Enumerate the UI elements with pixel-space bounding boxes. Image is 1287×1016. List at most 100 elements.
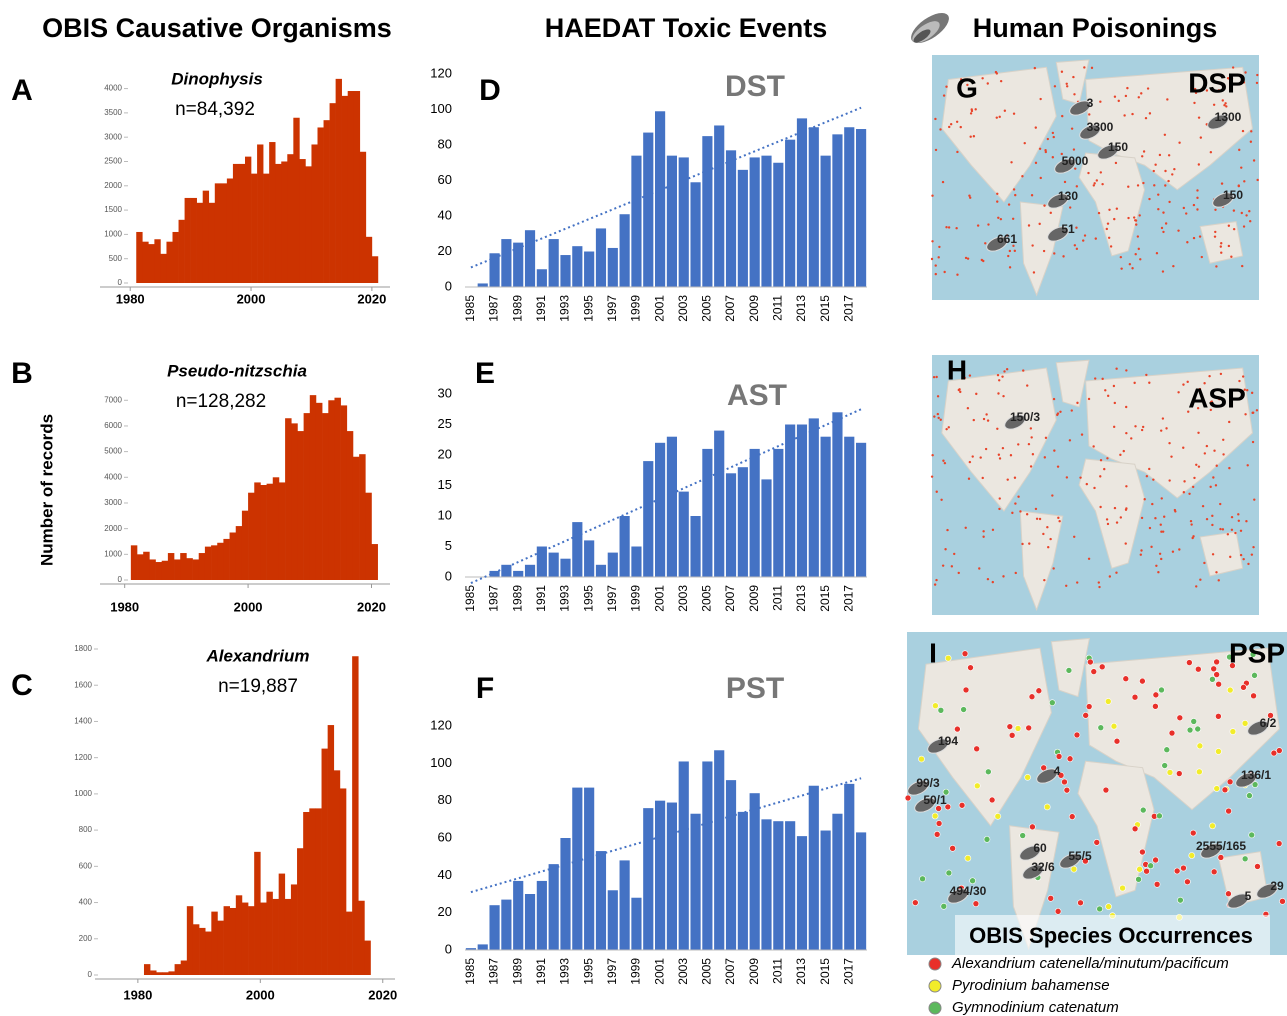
histogram-bar [211, 545, 217, 580]
occurrence-dot [948, 126, 950, 128]
histogram-bar [285, 418, 291, 580]
histogram-bar [209, 203, 215, 283]
occurrence-dot [1091, 67, 1093, 69]
poisoning-count: 5 [1245, 889, 1252, 903]
occurrence-dot [1174, 868, 1180, 874]
occurrence-dot [937, 395, 939, 397]
occurrence-dot [1030, 427, 1032, 429]
occurrence-dot [1043, 250, 1045, 252]
occurrence-dot [1233, 228, 1235, 230]
occurrence-dot [1168, 154, 1170, 156]
occurrence-dot [987, 419, 989, 421]
occurrence-dot [1039, 98, 1041, 100]
y-tick-label: 1800 [74, 644, 92, 653]
occurrence-dot [1007, 255, 1009, 257]
occurrence-dot [1107, 523, 1109, 525]
occurrence-dot [1246, 793, 1252, 799]
occurrence-dot [1064, 181, 1066, 183]
occurrence-dot [1125, 369, 1127, 371]
occurrence-dot [1164, 184, 1166, 186]
occurrence-dot [1002, 575, 1004, 577]
occurrence-dot [1098, 581, 1100, 583]
occurrence-dot [1211, 524, 1213, 526]
occurrence-dot [1221, 182, 1223, 184]
x-tick-label: 1991 [534, 295, 548, 322]
occurrence-dot [1071, 127, 1073, 129]
occurrence-dot [1101, 183, 1103, 185]
occurrence-dot [1073, 536, 1075, 538]
occurrence-dot [1075, 226, 1077, 228]
occurrence-dot [1108, 237, 1110, 239]
occurrence-dot [1120, 885, 1126, 891]
occurrence-dot [1153, 184, 1155, 186]
occurrence-dot [1039, 518, 1041, 520]
occurrence-dot [1014, 477, 1016, 479]
x-tick-label: 2013 [794, 295, 808, 322]
y-tick-label: 800 [79, 825, 93, 834]
map-toxin-code: PSP [1229, 637, 1285, 668]
histogram-bar [305, 166, 311, 283]
occurrence-dot [1155, 565, 1157, 567]
occurrence-dot [941, 903, 947, 909]
occurrence-dot [958, 388, 960, 390]
y-tick-label: 20 [438, 904, 452, 919]
occurrence-dot [1227, 533, 1229, 535]
occurrence-dot [1219, 503, 1221, 505]
occurrence-dot [1228, 467, 1230, 469]
occurrence-dot [1009, 250, 1011, 252]
legend-label: Alexandrium catenella/minutum/pacificum [951, 955, 1229, 972]
occurrence-dot [945, 86, 947, 88]
occurrence-dot [956, 274, 958, 276]
occurrence-dot [1183, 207, 1185, 209]
y-tick-label: 2500 [104, 157, 122, 166]
occurrence-dot [1066, 667, 1072, 673]
occurrence-dot [1157, 208, 1159, 210]
occurrence-dot [1150, 546, 1152, 548]
x-tick-label: 2011 [770, 585, 784, 611]
occurrence-dot [1013, 112, 1015, 114]
histogram-bar [248, 906, 254, 975]
poisoning-count: 5000 [1062, 154, 1089, 168]
occurrence-dot [1169, 730, 1175, 736]
y-tick-label: 30 [438, 385, 452, 400]
occurrence-dot [1216, 681, 1222, 687]
y-tick-label: 2000 [104, 181, 122, 190]
x-tick-label: 2011 [770, 958, 784, 984]
y-tick-label: 80 [438, 136, 452, 151]
poisoning-count: 3 [1087, 96, 1094, 110]
y-tick-label: 0 [445, 568, 452, 583]
y-tick-label: 15 [438, 477, 452, 492]
occurrence-dot [1196, 208, 1198, 210]
occurrence-dot [1130, 437, 1132, 439]
x-tick-label: 2011 [770, 295, 784, 321]
bar [620, 516, 630, 577]
occurrence-dot [935, 273, 937, 275]
x-tick-label: 1999 [629, 585, 643, 612]
y-tick-label: 3500 [104, 108, 122, 117]
occurrence-dot [1222, 528, 1224, 530]
occurrence-dot [1250, 130, 1252, 132]
y-tick-label: 0 [445, 278, 452, 293]
occurrence-dot [969, 461, 971, 463]
occurrence-dot [1256, 179, 1258, 181]
occurrence-dot [1103, 787, 1109, 793]
bar [655, 801, 665, 950]
panel-letter: B [11, 357, 33, 390]
occurrence-dot [940, 499, 942, 501]
occurrence-dot [934, 118, 936, 120]
histogram-bar [348, 91, 354, 283]
occurrence-dot [959, 802, 965, 808]
occurrence-dot [1048, 895, 1054, 901]
occurrence-dot [1218, 854, 1224, 860]
occurrence-dot [934, 831, 940, 837]
occurrence-dot [1010, 454, 1012, 456]
occurrence-dot [935, 264, 937, 266]
x-tick-label: 1989 [510, 295, 524, 322]
map: IPSP19499/350/146032/655/5494/302555/165… [905, 632, 1287, 955]
occurrence-dot [975, 393, 977, 395]
y-tick-label: 1600 [74, 680, 92, 689]
y-tick-label: 20 [438, 446, 452, 461]
occurrence-dot [1187, 727, 1193, 733]
occurrence-dot [1000, 218, 1002, 220]
bar [525, 894, 535, 950]
